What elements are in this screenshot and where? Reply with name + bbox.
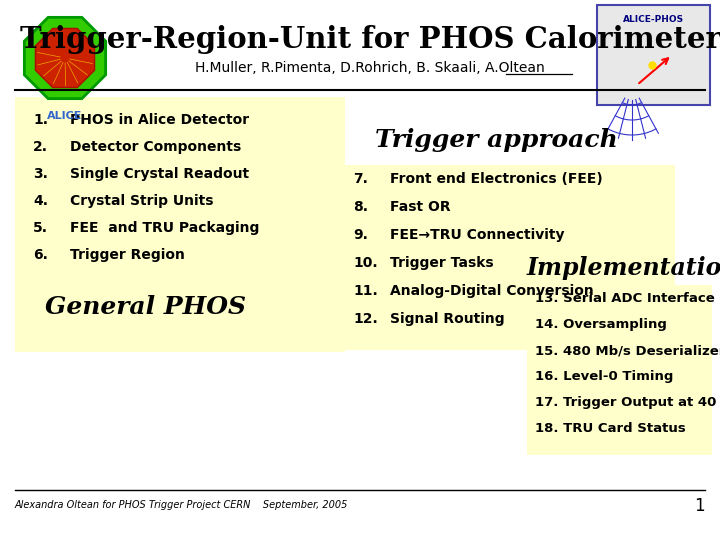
Text: 1: 1	[694, 497, 705, 515]
Text: 10.: 10.	[353, 256, 377, 270]
Text: 11.: 11.	[353, 284, 378, 298]
Text: H.Muller, R.Pimenta, D.Rohrich, B. Skaali, A.Oltean: H.Muller, R.Pimenta, D.Rohrich, B. Skaal…	[195, 61, 545, 75]
Text: 15. 480 Mb/s Deserializer: 15. 480 Mb/s Deserializer	[535, 344, 720, 357]
Text: Crystal Strip Units: Crystal Strip Units	[70, 194, 214, 208]
Text: 18. TRU Card Status: 18. TRU Card Status	[535, 422, 685, 435]
Text: Signal Routing: Signal Routing	[390, 312, 505, 326]
Text: 4.: 4.	[33, 194, 48, 208]
Text: Trigger Tasks: Trigger Tasks	[390, 256, 494, 270]
Text: ALICE: ALICE	[48, 111, 83, 121]
Text: 3.: 3.	[33, 167, 48, 181]
Polygon shape	[35, 29, 94, 87]
Text: 1.: 1.	[33, 113, 48, 127]
Text: 2.: 2.	[33, 140, 48, 154]
Text: 17. Trigger Output at 40 MHz: 17. Trigger Output at 40 MHz	[535, 396, 720, 409]
Text: General PHOS: General PHOS	[45, 295, 246, 319]
Text: Implementation TRU: Implementation TRU	[527, 256, 720, 280]
Text: Analog-Digital Conversion: Analog-Digital Conversion	[390, 284, 594, 298]
Text: Trigger-Region-Unit for PHOS Calorimeter: Trigger-Region-Unit for PHOS Calorimeter	[19, 25, 720, 55]
FancyBboxPatch shape	[527, 285, 712, 455]
Text: FEE→TRU Connectivity: FEE→TRU Connectivity	[390, 228, 564, 242]
Text: Front end Electronics (FEE): Front end Electronics (FEE)	[390, 172, 603, 186]
Text: FEE  and TRU Packaging: FEE and TRU Packaging	[70, 221, 259, 235]
Text: 14. Oversampling: 14. Oversampling	[535, 318, 667, 331]
Text: 7.: 7.	[353, 172, 368, 186]
FancyBboxPatch shape	[597, 5, 710, 105]
Text: 12.: 12.	[353, 312, 378, 326]
Text: 13. Serial ADC Interface: 13. Serial ADC Interface	[535, 292, 715, 305]
Text: PHOS in Alice Detector: PHOS in Alice Detector	[70, 113, 249, 127]
Text: ALICE-PHOS: ALICE-PHOS	[623, 15, 684, 24]
Text: 16. Level-0 Timing: 16. Level-0 Timing	[535, 370, 673, 383]
Text: Trigger Region: Trigger Region	[70, 248, 185, 262]
Text: Detector Components: Detector Components	[70, 140, 241, 154]
FancyBboxPatch shape	[345, 165, 675, 350]
Text: Single Crystal Readout: Single Crystal Readout	[70, 167, 249, 181]
Text: Fast OR: Fast OR	[390, 200, 451, 214]
Text: 6.: 6.	[33, 248, 48, 262]
FancyBboxPatch shape	[15, 97, 345, 352]
Text: Alexandra Oltean for PHOS Trigger Project CERN    September, 2005: Alexandra Oltean for PHOS Trigger Projec…	[15, 500, 348, 510]
Text: 5.: 5.	[33, 221, 48, 235]
Text: 8.: 8.	[353, 200, 368, 214]
Text: Trigger approach: Trigger approach	[375, 128, 618, 152]
Text: 9.: 9.	[353, 228, 368, 242]
Polygon shape	[24, 17, 106, 99]
